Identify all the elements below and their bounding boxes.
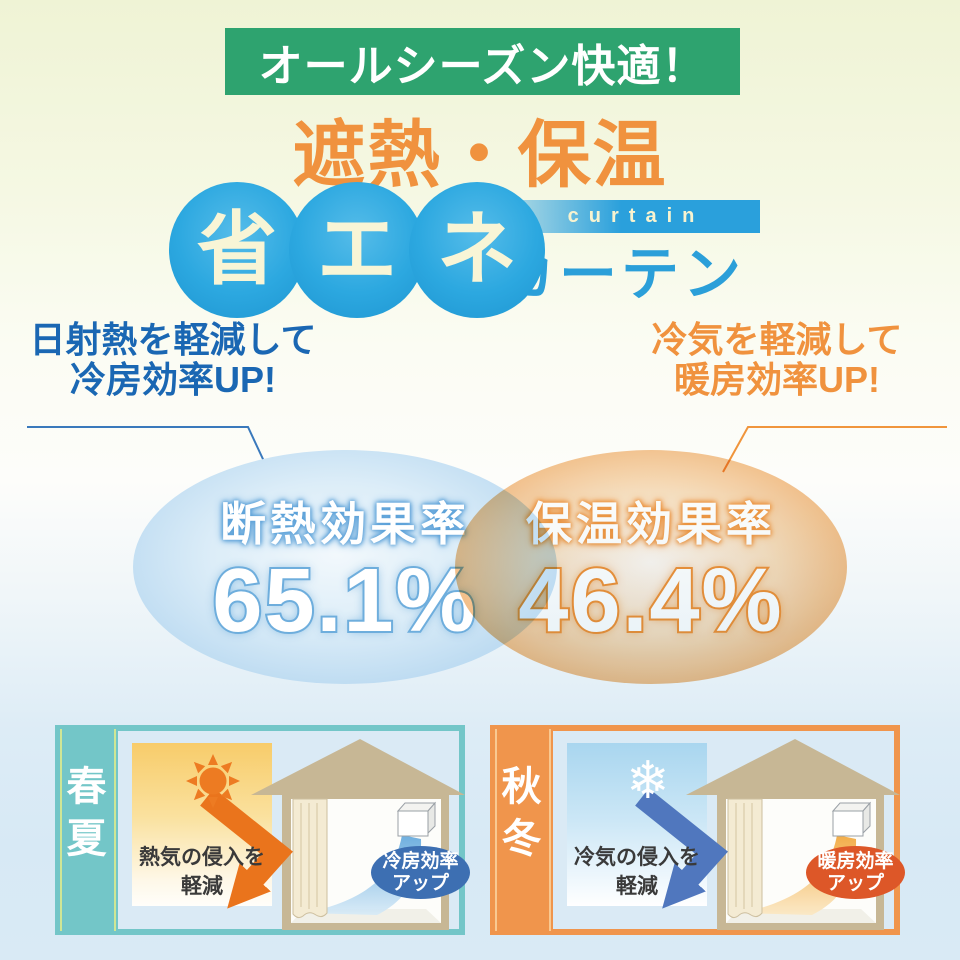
winter-season-label: 秋 冬	[490, 767, 553, 859]
cooling-callout-line1: 日射熱を軽減して	[29, 319, 317, 360]
cooling-callout-line2: 冷房効率UP!	[70, 359, 276, 400]
curtain-en-label: curtain	[567, 205, 705, 227]
heater-unit	[831, 801, 872, 837]
banner: オールシーズン快適！	[225, 28, 740, 95]
insulation-stat-value: 65.1%	[210, 550, 478, 651]
badge-line2: アップ	[826, 872, 884, 894]
energy-circle-2: エ	[289, 182, 425, 318]
heating-callout: 冷気を軽減して 暖房効率UP!	[622, 320, 932, 400]
retention-stat-label: 保温効果率	[526, 497, 776, 550]
badge-line2: アップ	[391, 872, 449, 894]
badge-line1: 暖房効率	[817, 850, 894, 872]
season-char: 冬	[501, 817, 542, 861]
snowflake-icon: ❄	[626, 752, 670, 810]
summer-box-line2: 軽減	[181, 875, 223, 898]
curtain-folds	[735, 803, 753, 909]
season-char: 春	[66, 765, 107, 809]
winter-box-line1: 冷気の侵入を	[574, 846, 700, 869]
cooling-efficiency-badge: 冷房効率 アップ	[371, 846, 470, 899]
summer-box-line1: 熱気の侵入を	[139, 846, 265, 869]
summer-panel: 春 夏	[55, 725, 470, 935]
winter-panel: 秋 冬	[490, 725, 905, 935]
season-char: 夏	[66, 817, 107, 861]
season-char: 秋	[501, 765, 542, 809]
roof	[686, 739, 900, 795]
retention-stat-value: 46.4%	[516, 550, 784, 651]
retention-stat-ellipse: 保温効果率 46.4%	[455, 450, 847, 684]
energy-circle-3: ネ	[409, 182, 545, 318]
winter-box-text: 冷気の侵入を 軽減	[567, 843, 707, 901]
cooling-callout: 日射熱を軽減して 冷房効率UP!	[18, 320, 328, 400]
summer-house-illustration	[251, 739, 465, 930]
energy-circle-char: エ	[317, 205, 397, 294]
insulation-stat-label: 断熱効果率	[220, 497, 470, 550]
heating-callout-line1: 冷気を軽減して	[651, 319, 903, 360]
heating-callout-line2: 暖房効率UP!	[674, 359, 880, 400]
strip-accent-line	[495, 729, 497, 931]
heating-efficiency-badge: 暖房効率 アップ	[806, 846, 905, 899]
strip-accent-line	[114, 729, 116, 931]
curtain-folds	[300, 803, 318, 909]
heat-arrow	[200, 788, 293, 909]
energy-circle-1: 省	[169, 182, 305, 318]
sun-icon	[186, 754, 240, 808]
energy-circle-char: 省	[197, 205, 277, 294]
warm-air-swoosh	[740, 835, 857, 915]
strip-accent-line	[549, 729, 551, 931]
summer-box-text: 熱気の侵入を 軽減	[132, 843, 272, 901]
strip-accent-line	[60, 729, 62, 931]
cold-arrow	[635, 788, 728, 909]
cool-air-swoosh	[305, 835, 422, 915]
badge-line1: 冷房効率	[382, 850, 459, 872]
roof	[251, 739, 465, 795]
summer-season-label: 春 夏	[55, 767, 118, 859]
ac-unit	[396, 801, 437, 837]
energy-circle-char: ネ	[437, 205, 517, 294]
banner-text: オールシーズン快適！	[258, 41, 707, 91]
winter-box-line2: 軽減	[616, 875, 658, 898]
insulation-stat-ellipse: 断熱効果率 65.1%	[133, 450, 557, 684]
